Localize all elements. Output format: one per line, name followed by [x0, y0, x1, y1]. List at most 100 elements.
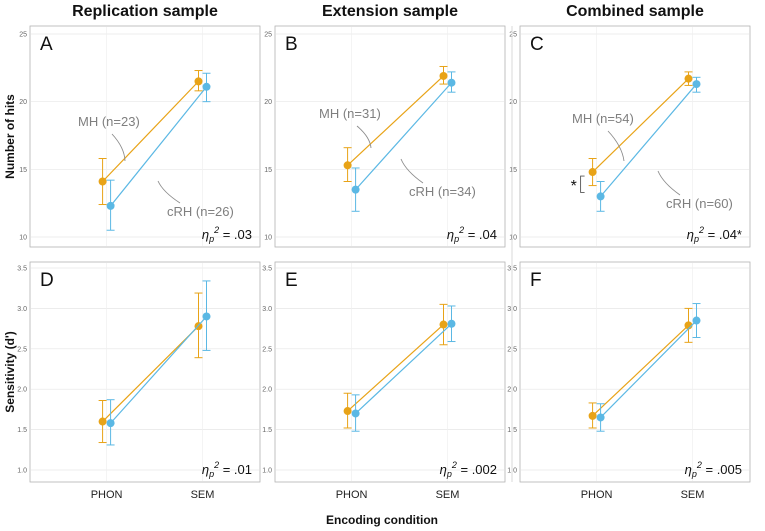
data-point-cRH: [202, 82, 211, 91]
x-tick-label: PHON: [336, 489, 368, 501]
y-tick-label: 15: [19, 167, 27, 174]
significance-bracket: [580, 175, 585, 193]
series-line-cRH: [110, 316, 207, 424]
y-tick-label: 15: [509, 167, 517, 174]
y-tick-label: 10: [19, 235, 27, 242]
series-line-MH: [102, 80, 199, 182]
y-tick-label: 1.0: [17, 468, 27, 475]
data-point-cRH: [202, 312, 211, 321]
y-tick-label: 10: [264, 235, 272, 242]
y-tick-label: 25: [264, 32, 272, 39]
effect-size-label: ηp2 = .04: [447, 225, 497, 244]
panel-letter: E: [285, 270, 298, 291]
series-line-cRH: [600, 320, 697, 418]
group-label-cRH: cRH (n=60): [666, 196, 733, 211]
row-ylabel-1: Number of hits: [3, 94, 17, 179]
label-connector: [400, 158, 424, 184]
group-label-cRH: cRH (n=34): [409, 184, 476, 199]
data-point-MH: [343, 161, 352, 170]
effect-size-label: ηp2 = .005: [685, 460, 742, 479]
x-tick-label: SEM: [681, 489, 705, 501]
data-point-MH: [684, 74, 693, 83]
panel-C: 10 15 20 25 C MH (n=54) cRH (n=60) * ηp2 = .04*: [509, 25, 751, 248]
label-connector: [157, 180, 181, 204]
row-ylabel-2: Sensitivity (d'): [3, 331, 17, 413]
y-tick-label: 2.5: [17, 346, 27, 353]
series-line-MH: [102, 325, 199, 422]
panel-frame: [29, 261, 261, 483]
data-point-MH: [343, 407, 352, 416]
series-line-cRH: [110, 86, 207, 207]
y-tick-label: 3.0: [17, 306, 27, 313]
y-tick-label: 2.0: [17, 387, 27, 394]
panel-B: 10 15 20 25 B MH (n=31) cRH (n=34) ηp2 = .04: [264, 25, 506, 248]
group-label-MH: MH (n=23): [78, 114, 140, 129]
label-connector: [356, 125, 372, 149]
x-tick-label: SEM: [191, 489, 215, 501]
column-title-1: Replication sample: [72, 3, 218, 20]
series-line-cRH: [355, 82, 452, 191]
y-tick-label: 1.5: [17, 427, 27, 434]
panel-frame: [274, 25, 506, 248]
group-label-MH: MH (n=31): [319, 106, 381, 121]
y-tick-label: 1.0: [262, 468, 272, 475]
y-tick-label: 25: [509, 32, 517, 39]
y-tick-label: 2.5: [262, 346, 272, 353]
data-point-cRH: [447, 78, 456, 87]
y-tick-label: 25: [19, 32, 27, 39]
series-line-MH: [347, 75, 444, 166]
y-tick-label: 1.5: [262, 427, 272, 434]
data-point-MH: [98, 177, 107, 186]
data-point-MH: [439, 320, 448, 329]
data-point-MH: [98, 417, 107, 426]
effect-size-label: ηp2 = .04*: [687, 225, 742, 244]
panel-letter: B: [285, 34, 298, 55]
x-tick-label: PHON: [581, 489, 613, 501]
panel-letter: C: [530, 34, 544, 55]
series-line-MH: [592, 78, 689, 173]
series-line-MH: [592, 324, 689, 417]
series-line-cRH: [600, 83, 697, 197]
data-point-MH: [194, 77, 203, 86]
data-point-MH: [588, 168, 597, 177]
column-title-2: Extension sample: [322, 3, 458, 20]
series-line-MH: [347, 324, 444, 412]
effect-size-label: ηp2 = .03: [202, 225, 252, 244]
panel-letter: D: [40, 270, 54, 291]
data-point-MH: [588, 411, 597, 420]
data-point-cRH: [106, 419, 115, 428]
data-point-MH: [439, 71, 448, 80]
group-label-MH: MH (n=54): [572, 111, 634, 126]
y-tick-label: 3.5: [17, 266, 27, 273]
y-tick-label: 3.0: [262, 306, 272, 313]
data-point-cRH: [106, 201, 115, 210]
panel-frame: [519, 25, 751, 248]
panel-letter: F: [530, 270, 542, 291]
x-tick-label: SEM: [436, 489, 460, 501]
label-connector: [607, 130, 625, 162]
group-label-cRH: cRH (n=26): [167, 204, 234, 219]
effect-size-label: ηp2 = .01: [202, 460, 252, 479]
panel-letter: A: [40, 34, 53, 55]
data-point-cRH: [351, 409, 360, 418]
data-point-cRH: [596, 192, 605, 201]
y-tick-label: 3.5: [262, 266, 272, 273]
effect-size-label: ηp2 = .002: [440, 460, 497, 479]
label-connector: [111, 133, 126, 162]
x-tick-label: PHON: [91, 489, 123, 501]
y-tick-label: 20: [19, 99, 27, 106]
y-tick-label: 2.0: [262, 387, 272, 394]
significance-star: *: [571, 178, 577, 195]
data-point-cRH: [351, 185, 360, 194]
y-tick-label: 15: [264, 167, 272, 174]
label-connector: [657, 170, 681, 196]
series-line-cRH: [355, 323, 452, 414]
data-point-cRH: [447, 319, 456, 328]
panel-frame: [519, 261, 751, 483]
y-tick-label: 10: [509, 235, 517, 242]
x-axis-label: Encoding condition: [326, 513, 438, 527]
data-point-cRH: [692, 316, 701, 325]
